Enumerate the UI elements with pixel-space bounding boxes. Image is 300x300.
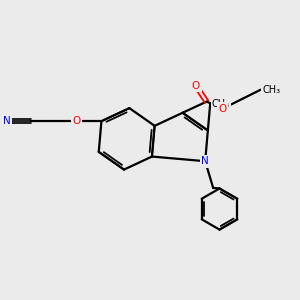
Text: O: O bbox=[72, 116, 81, 126]
Text: O: O bbox=[219, 103, 227, 114]
Text: CH₃: CH₃ bbox=[212, 99, 230, 109]
Text: N: N bbox=[3, 116, 10, 126]
Text: O: O bbox=[192, 81, 200, 91]
Text: N: N bbox=[201, 156, 209, 166]
Text: CH₃: CH₃ bbox=[262, 85, 280, 94]
